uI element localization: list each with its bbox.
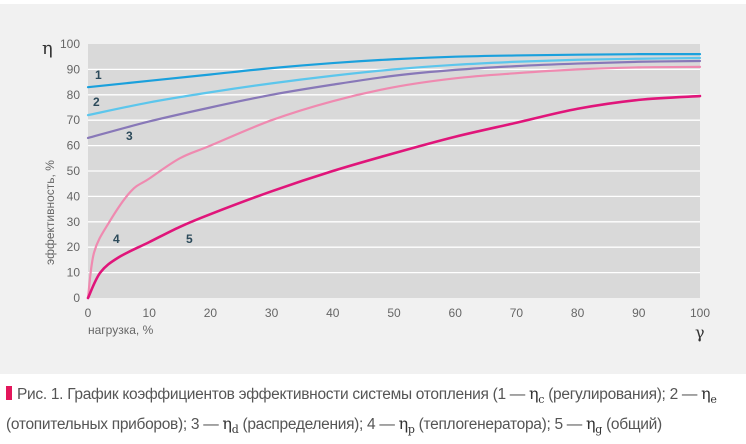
series-line-4: [86, 65, 702, 300]
y-tick-label: 0: [73, 291, 80, 305]
y-tick-label: 10: [67, 266, 81, 280]
x-tick-label: 70: [510, 306, 524, 320]
series-line-2: [86, 56, 702, 117]
eta-symbol: ηc: [529, 384, 545, 407]
x-tick-label: 100: [690, 306, 710, 320]
caption-text: Рис. 1. График коэффициентов эффективнос…: [17, 386, 525, 403]
y-tick-label: 60: [67, 139, 81, 153]
series-label-3: 3: [126, 129, 133, 143]
series-line-1: [86, 53, 702, 89]
y-tick-label: 20: [67, 240, 81, 254]
y-tick-label: 100: [60, 37, 80, 51]
series-label-5: 5: [186, 232, 193, 246]
caption-text: (распределения); 4 —: [242, 416, 395, 434]
y-tick-label: 50: [67, 164, 81, 178]
caption-text: (регулирования); 2 —: [548, 386, 698, 403]
series-label-2: 2: [93, 95, 100, 109]
y-axis-symbol: η: [42, 38, 53, 59]
series-line-5: [86, 94, 702, 300]
eta-symbol: ηd: [222, 414, 239, 437]
caption-marker: [6, 386, 12, 400]
series-label-1: 1: [95, 68, 102, 82]
x-tick-label: 90: [632, 306, 646, 320]
y-tick-label: 30: [67, 215, 81, 229]
x-tick-label: 0: [85, 306, 92, 320]
caption-text: (теплогенератора); 5 —: [418, 416, 583, 434]
eta-symbol: ηg: [586, 414, 603, 437]
x-tick-label: 80: [571, 306, 585, 320]
y-tick-label: 80: [67, 88, 81, 102]
eta-symbol: ηp: [398, 414, 415, 437]
caption-text: (отопительных приборов); 3 —: [6, 416, 219, 434]
series-label-4: 4: [113, 232, 120, 246]
caption-text: (общий): [606, 416, 662, 434]
x-tick-label: 40: [326, 306, 340, 320]
x-tick-label: 10: [143, 306, 157, 320]
y-tick-label: 90: [67, 62, 81, 76]
x-tick-label: 60: [449, 306, 463, 320]
y-tick-label: 70: [67, 113, 81, 127]
figure-caption: Рис. 1. График коэффициентов эффективнос…: [6, 382, 746, 442]
y-tick-label: 40: [67, 189, 81, 203]
eta-symbol: ηe: [701, 384, 717, 407]
x-tick-label: 50: [387, 306, 401, 320]
line-chart: 0 10 20 30 40 50 60 70 80 90 100 0 10 20 30 40 50 60 70 80 9…: [42, 37, 710, 342]
x-tick-label: 20: [204, 306, 218, 320]
x-axis-symbol: γ: [695, 323, 705, 342]
series-line-3: [86, 59, 702, 140]
x-axis-label: нагрузка, %: [88, 323, 154, 337]
x-tick-label: 30: [265, 306, 279, 320]
y-axis-label: эффективность, %: [43, 160, 57, 265]
